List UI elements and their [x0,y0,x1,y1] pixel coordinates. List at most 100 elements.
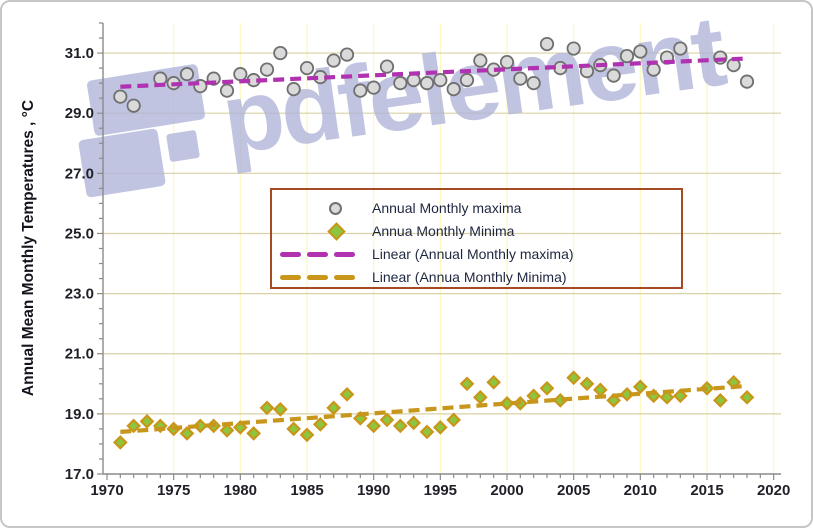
data-point-minima [419,424,435,440]
data-point-minima [259,400,275,416]
x-tick-label: 1975 [157,482,190,499]
data-point-minima [366,418,382,434]
data-point-maxima [459,73,475,88]
data-point-maxima [606,68,621,83]
data-point-minima [539,380,555,396]
y-tick-label: 17.0 [65,466,94,483]
y-tick-label: 19.0 [65,406,94,423]
legend-label: Annua Monthly Minima [372,223,515,239]
data-point-minima [379,412,395,428]
data-point-maxima [473,53,488,68]
data-point-minima [392,418,408,434]
y-tick-label: 23.0 [65,286,94,303]
trendline-maxima [120,56,748,89]
data-point-minima [472,389,488,405]
data-point-minima [139,414,155,429]
data-point-minima [192,418,208,434]
data-point-minima [712,392,728,408]
minima-marker-icon [327,221,346,241]
data-point-minima [126,418,142,434]
data-point-maxima [233,67,248,82]
maxima-trend-line-icon [280,251,364,257]
x-tick-label: 1990 [357,482,390,499]
legend-box: Annual Monthly maxima Annua Monthly Mini… [270,188,683,289]
data-point-minima [286,421,302,437]
data-point-maxima [526,76,541,91]
data-point-minima [339,386,355,402]
y-tick-label: 31.0 [65,45,94,62]
x-tick-label: 2010 [624,482,657,499]
trendline-minima [120,383,748,435]
data-point-maxima [126,98,141,113]
legend-entry-trend-maxima: Linear (Annual Monthly maxima) [280,243,681,265]
legend-label: Annual Monthly maxima [372,200,522,216]
data-point-maxima [739,74,755,89]
h-gridlines [103,52,781,415]
data-point-minima [246,426,262,441]
data-point-maxima [219,83,235,98]
data-point-maxima [179,67,195,82]
data-point-maxima [619,48,635,64]
data-point-minima [486,374,502,390]
x-tick-label: 1970 [90,482,123,499]
data-point-maxima [286,82,301,97]
y-tick-label: 27.0 [65,165,94,182]
x-tick-label: 2020 [757,482,790,499]
series-minima [112,370,755,450]
data-point-maxima [446,82,461,97]
x-tick-label: 2005 [557,482,590,499]
data-point-minima [579,376,595,392]
data-point-minima [739,389,755,405]
y-tick-label: 25.0 [65,225,94,242]
data-point-minima [272,402,288,417]
legend-label: Linear (Annua Monthly Minima) [372,269,567,285]
data-point-maxima [539,36,555,52]
data-point-minima [179,426,195,441]
axes [97,22,781,480]
tick-labels: 17.0 19.0 21.0 23.0 25.0 27.0 29.0 31.0 1970 1975… [65,45,791,499]
data-point-minima [299,427,315,443]
y-axis-title: Annual Mean Monthly Temperatures , °C [20,99,37,397]
data-point-maxima [299,60,315,76]
data-point-minima [459,376,475,392]
data-point-minima [672,388,688,404]
data-point-minima [592,382,608,398]
x-tick-label: 2000 [490,482,523,499]
x-tick-label: 1980 [224,482,257,499]
data-point-minima [632,379,648,395]
y-tick-label: 29.0 [65,105,94,122]
legend-entry-minima: Annua Monthly Minima [280,220,681,242]
data-point-maxima [366,80,381,95]
data-point-maxima [673,41,688,56]
data-point-minima [326,400,342,416]
data-point-maxima [433,73,448,88]
data-point-maxima [393,76,408,91]
data-point-maxima [273,45,288,61]
data-point-maxima [259,62,275,77]
data-point-minima [432,420,448,435]
data-point-minima [566,370,582,386]
legend-entry-maxima: Annual Monthly maxima [280,197,681,219]
legend-label: Linear (Annual Monthly maxima) [372,246,574,262]
data-point-maxima [339,47,355,62]
x-tick-label: 2015 [690,482,723,499]
v-gridlines [173,23,775,474]
data-point-maxima [419,76,435,91]
x-tick-label: 1995 [424,482,457,499]
minima-trend-line-icon [280,274,364,280]
y-tick-label: 21.0 [65,346,94,363]
data-point-maxima [633,44,648,59]
data-point-minima [312,417,328,432]
data-point-maxima [353,83,368,98]
data-point-maxima [113,89,128,104]
data-point-maxima [513,71,528,86]
data-point-maxima [326,53,341,68]
data-point-maxima [566,41,581,56]
maxima-marker-icon [329,201,342,215]
data-point-minima [446,412,462,428]
watermark: pdfelement [78,2,732,198]
data-point-minima [219,423,235,438]
data-point-minima [112,435,128,450]
